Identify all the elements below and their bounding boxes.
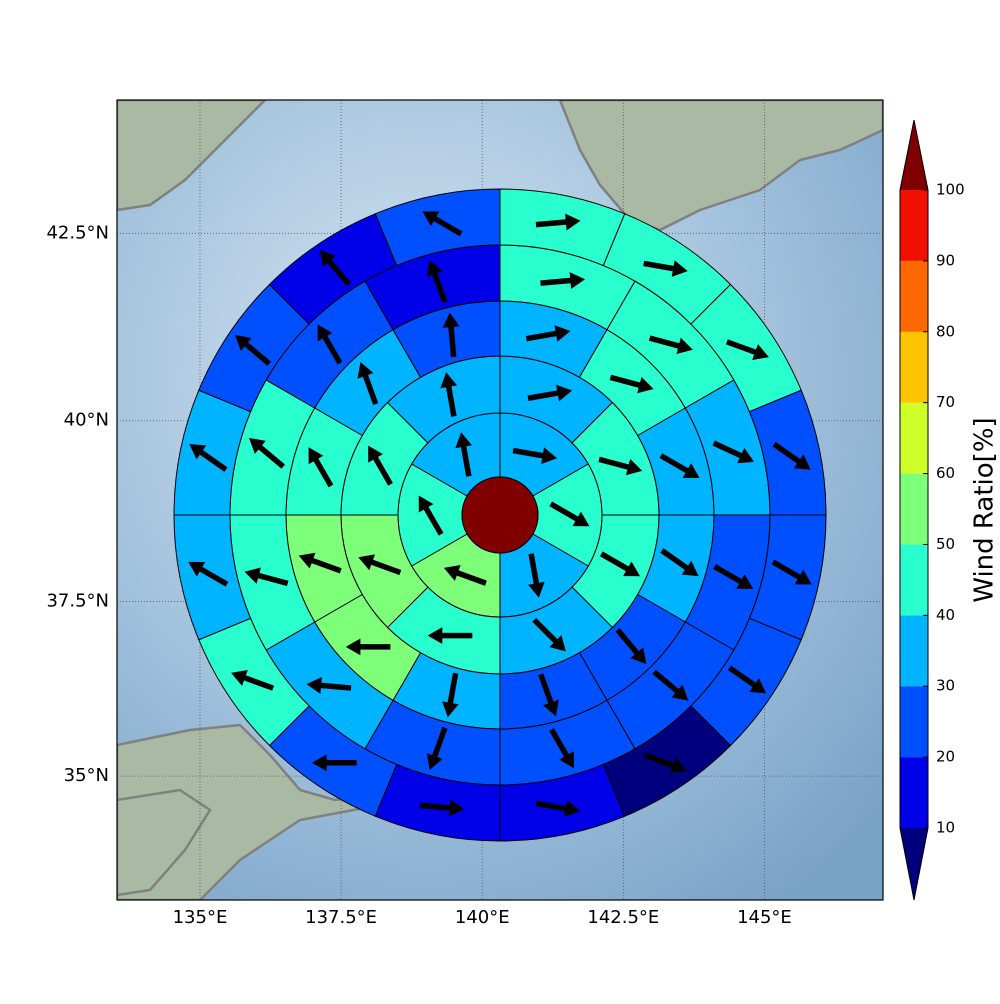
wind-arrow	[311, 754, 357, 772]
wind-arrow	[345, 638, 391, 656]
typhoon-center	[461, 476, 539, 554]
wind-arrow	[771, 559, 812, 585]
wind-arrow	[527, 384, 573, 402]
wind-arrow	[643, 752, 687, 774]
land-shape	[558, 100, 883, 232]
colorbar-segment	[900, 615, 928, 687]
colorbar-tick-label: 70	[936, 393, 955, 411]
wind-arrow	[659, 453, 700, 478]
wind-arrow	[231, 669, 275, 691]
x-tick-label: 145°E	[737, 907, 792, 928]
wind-arrow	[455, 432, 472, 477]
wind-arrow	[652, 669, 689, 701]
x-tick-label: 140°E	[455, 907, 510, 928]
wind-arrow	[422, 211, 463, 237]
colorbar-segment	[900, 473, 928, 545]
wind-arrow	[368, 445, 393, 486]
wind-arrow	[189, 443, 228, 472]
colorbar-label: Wind Ratio[%]	[970, 417, 1000, 602]
wind-arrow	[317, 324, 343, 365]
wind-arrow	[538, 673, 559, 717]
colorbar-segment	[900, 402, 928, 474]
colorbar-segment	[900, 757, 928, 828]
wind-arrow	[615, 628, 647, 665]
wind-arrow	[512, 447, 558, 465]
axes-frame	[116, 99, 884, 901]
wind-arrow	[426, 260, 448, 304]
wind-arrow	[306, 677, 352, 694]
wind-arrow	[298, 552, 342, 574]
wind-arrow	[540, 272, 586, 289]
wind-arrow	[648, 335, 693, 355]
x-tick-label: 135°E	[173, 907, 228, 928]
wind-arrow	[643, 260, 688, 277]
wind-arrow	[598, 456, 643, 476]
colorbar-segment	[900, 260, 928, 332]
wind-arrow	[358, 554, 402, 576]
colorbar-tick-label: 50	[936, 535, 955, 553]
colorbar-over	[900, 120, 928, 190]
wind-arrow	[357, 361, 379, 405]
wind-arrow	[234, 334, 272, 366]
land-shape	[117, 100, 267, 212]
wind-arrow	[599, 551, 641, 577]
wind-arrow	[549, 728, 574, 769]
colorbar-segment	[900, 544, 928, 616]
wind-arrow	[525, 325, 571, 342]
colorbar-tick-label: 10	[936, 819, 955, 837]
colorbar-segment	[900, 190, 928, 261]
wind-arrow	[535, 213, 581, 231]
wind-arrow	[725, 339, 769, 361]
colorbar-tick-label: 80	[936, 322, 955, 340]
x-tick-label: 137.5°E	[305, 907, 377, 928]
y-tick-label: 42.5°N	[46, 222, 109, 243]
wind-arrow	[609, 374, 654, 394]
land-shape	[117, 788, 212, 897]
wind-arrow	[727, 665, 767, 694]
sector	[374, 188, 501, 267]
colorbar-segment	[900, 686, 928, 758]
y-tick-label: 35°N	[64, 765, 109, 786]
wind-arrow	[443, 565, 487, 586]
colorbar-tick-label: 90	[936, 251, 955, 269]
wind-arrow	[772, 441, 811, 470]
wind-arrow	[440, 372, 458, 417]
wind-arrow	[308, 447, 334, 488]
wind-arrow	[528, 553, 545, 598]
wind-arrow	[712, 440, 755, 464]
wind-arrow	[419, 799, 465, 817]
colorbar-tick-label: 40	[936, 606, 955, 624]
colorbar-tick-label: 100	[936, 181, 965, 199]
wind-arrow	[426, 726, 448, 770]
y-tick-label: 37.5°N	[46, 590, 109, 611]
wind-arrow	[418, 495, 444, 536]
wind-arrow	[535, 800, 581, 817]
y-tick-label: 40°N	[64, 410, 109, 431]
wind-arrow	[713, 564, 754, 589]
x-tick-label: 142.5°E	[587, 907, 659, 928]
wind-arrow	[319, 249, 351, 287]
wind-arrow	[549, 501, 590, 527]
colorbar-under	[900, 828, 928, 900]
wind-arrow	[532, 617, 566, 652]
colorbar-tick-label: 20	[936, 748, 955, 766]
wind-arrow	[188, 561, 229, 587]
wind-arrow	[660, 548, 699, 577]
wind-arrow	[249, 437, 286, 469]
wind-arrow	[427, 627, 473, 644]
wind-arrow	[244, 567, 289, 587]
colorbar-segment	[900, 331, 928, 403]
wind-arrow	[442, 312, 460, 358]
colorbar-tick-label: 30	[936, 677, 955, 695]
wind-arrow	[442, 672, 459, 718]
colorbar-tick-label: 60	[936, 464, 955, 482]
